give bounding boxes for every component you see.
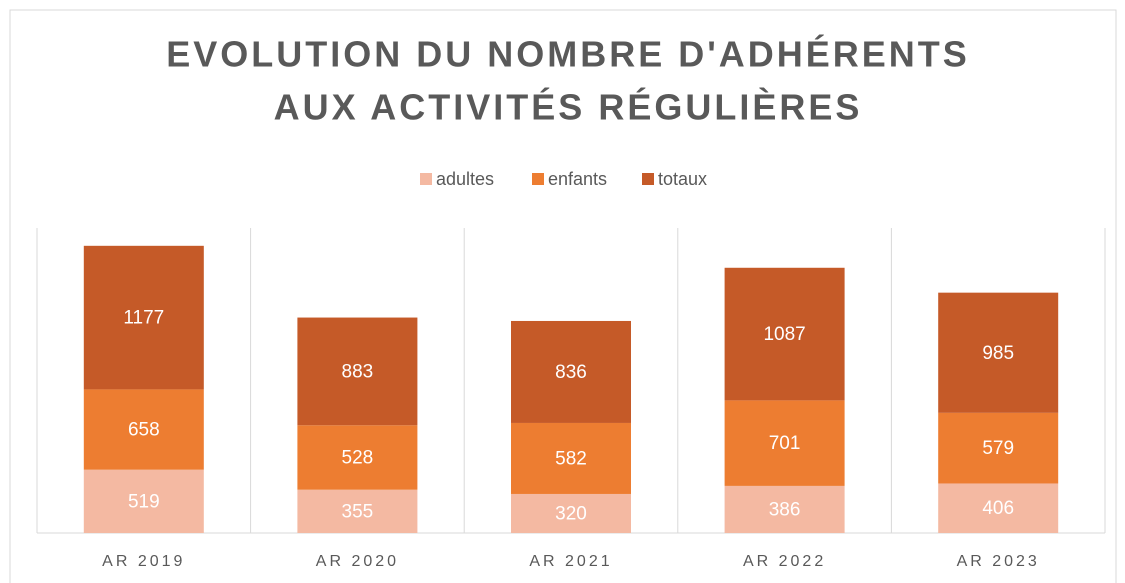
chart-title: EVOLUTION DU NOMBRE D'ADHÉRENTS xyxy=(166,34,970,75)
data-label: 386 xyxy=(769,499,801,520)
bar-segment xyxy=(724,400,845,486)
bar-segment xyxy=(83,389,204,470)
bar-segment xyxy=(511,320,631,423)
legend-label: enfants xyxy=(548,169,607,189)
data-label: 320 xyxy=(555,503,587,524)
bar-segment xyxy=(297,489,418,533)
x-tick-label: AR 2020 xyxy=(316,553,399,570)
data-label: 406 xyxy=(982,498,1014,519)
bar-segment xyxy=(297,425,418,490)
data-label: 579 xyxy=(982,438,1014,459)
legend-swatch xyxy=(532,173,544,185)
chart-title: AUX ACTIVITÉS RÉGULIÈRES xyxy=(274,87,863,128)
bar-segment xyxy=(83,469,204,533)
data-label: 701 xyxy=(769,433,801,454)
data-label: 883 xyxy=(342,361,374,382)
bar-segment xyxy=(83,245,204,390)
bar-segment xyxy=(511,422,631,494)
data-label: 355 xyxy=(342,501,374,522)
legend-label: adultes xyxy=(436,169,494,189)
legend-swatch xyxy=(642,173,654,185)
data-label: 658 xyxy=(128,420,160,441)
data-label: 1087 xyxy=(763,324,805,345)
bar-segment xyxy=(724,267,845,401)
data-label: 836 xyxy=(555,362,587,383)
data-label: 528 xyxy=(342,447,374,468)
bar-segment xyxy=(724,485,845,533)
bar-segment xyxy=(938,292,1059,413)
data-label: 985 xyxy=(982,343,1014,364)
data-label: 519 xyxy=(128,491,160,512)
legend-label: totaux xyxy=(658,169,707,189)
bar-segment xyxy=(938,483,1059,533)
legend-swatch xyxy=(420,173,432,185)
data-label: 1177 xyxy=(123,308,164,329)
bar-segment xyxy=(511,493,631,533)
x-tick-label: AR 2019 xyxy=(102,553,185,570)
x-tick-label: AR 2022 xyxy=(743,553,826,570)
bar-segment xyxy=(297,317,418,426)
x-tick-label: AR 2021 xyxy=(529,553,612,570)
data-label: 582 xyxy=(555,448,587,469)
bar-segment xyxy=(938,412,1059,484)
x-tick-label: AR 2023 xyxy=(957,553,1040,570)
